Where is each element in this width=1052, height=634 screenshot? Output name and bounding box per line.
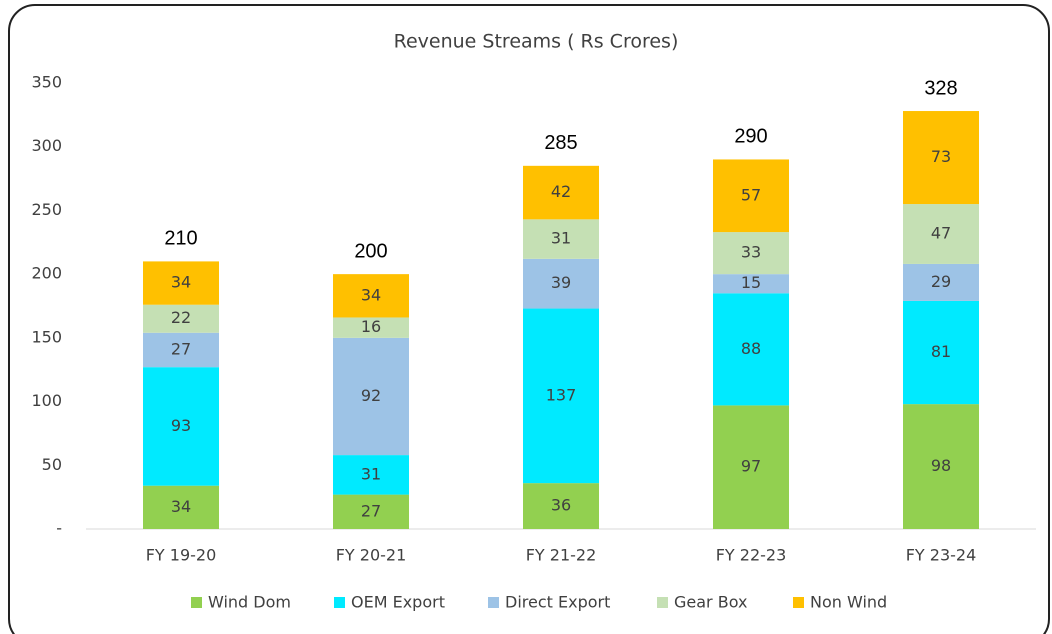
data-label: 29 xyxy=(931,272,951,291)
data-label: 16 xyxy=(361,317,381,336)
bar-segment xyxy=(333,274,409,318)
data-label: 98 xyxy=(931,456,951,475)
legend-label: Gear Box xyxy=(674,593,747,612)
y-tick-label: 100 xyxy=(31,391,62,410)
data-label: 34 xyxy=(361,285,381,304)
data-label: 27 xyxy=(171,339,191,358)
bar-segment xyxy=(333,455,409,495)
bar-segment xyxy=(333,317,409,338)
legend-swatch xyxy=(334,597,345,608)
data-label: 97 xyxy=(741,457,761,476)
x-tick-label: FY 22-23 xyxy=(716,546,787,565)
data-label: 47 xyxy=(931,224,951,243)
bar-segment xyxy=(143,367,219,486)
data-label: 22 xyxy=(171,308,191,327)
data-label: 31 xyxy=(551,229,571,248)
bar-segment xyxy=(903,204,979,264)
y-tick-label: 200 xyxy=(31,264,62,283)
legend-swatch xyxy=(657,597,668,608)
bar-segment xyxy=(713,293,789,406)
bar-segment xyxy=(903,300,979,405)
x-tick-label: FY 19-20 xyxy=(146,546,217,565)
data-label: 81 xyxy=(931,342,951,361)
y-tick-label: 250 xyxy=(31,200,62,219)
data-label: 92 xyxy=(361,386,381,405)
x-tick-label: FY 23-24 xyxy=(906,546,977,565)
bar-segment xyxy=(903,111,979,205)
total-label: 200 xyxy=(354,240,387,262)
legend-swatch xyxy=(488,597,499,608)
total-label: 328 xyxy=(924,77,957,99)
bar-segment xyxy=(333,494,409,529)
bar-segment xyxy=(143,485,219,529)
data-label: 15 xyxy=(741,273,761,292)
legend-swatch xyxy=(191,597,202,608)
data-label: 36 xyxy=(551,496,571,515)
x-tick-label: FY 20-21 xyxy=(336,546,407,565)
bar-segment xyxy=(333,337,409,456)
total-label: 290 xyxy=(734,126,767,148)
data-label: 34 xyxy=(171,273,191,292)
bar-segment xyxy=(143,304,219,333)
legend-swatch xyxy=(793,597,804,608)
bar-segment xyxy=(713,232,789,275)
data-label: 137 xyxy=(546,385,577,404)
data-label: 27 xyxy=(361,501,381,520)
y-tick-label: 350 xyxy=(31,73,62,92)
bar-segment xyxy=(903,404,979,529)
total-label: 210 xyxy=(164,228,197,250)
y-tick-label: 300 xyxy=(31,136,62,155)
data-label: 42 xyxy=(551,182,571,201)
y-tick-label: 50 xyxy=(42,455,62,474)
bar-segment xyxy=(143,261,219,305)
data-label: 57 xyxy=(741,185,761,204)
bar-segment xyxy=(713,159,789,233)
data-label: 39 xyxy=(551,273,571,292)
bar-segment xyxy=(713,405,789,529)
data-label: 73 xyxy=(931,147,951,166)
x-tick-label: FY 21-22 xyxy=(526,546,597,565)
bar-segment xyxy=(523,165,599,220)
total-label: 285 xyxy=(544,132,577,154)
bar-segment xyxy=(523,258,599,309)
bar-segment xyxy=(903,263,979,301)
data-label: 34 xyxy=(171,497,191,516)
legend-label: Wind Dom xyxy=(208,593,291,612)
data-label: 93 xyxy=(171,416,191,435)
y-tick-label: 150 xyxy=(31,327,62,346)
bar-segment xyxy=(523,219,599,259)
legend-label: Direct Export xyxy=(505,593,610,612)
bar-segment xyxy=(143,332,219,368)
y-tick-label: - xyxy=(56,519,62,538)
bar-segment xyxy=(523,483,599,529)
chart-title: Revenue Streams ( Rs Crores) xyxy=(394,31,679,53)
bar-segment xyxy=(713,274,789,294)
data-label: 33 xyxy=(741,243,761,262)
data-label: 88 xyxy=(741,339,761,358)
legend-label: OEM Export xyxy=(351,593,445,612)
data-label: 31 xyxy=(361,464,381,483)
bar-segment xyxy=(523,308,599,484)
legend-label: Non Wind xyxy=(810,593,887,612)
